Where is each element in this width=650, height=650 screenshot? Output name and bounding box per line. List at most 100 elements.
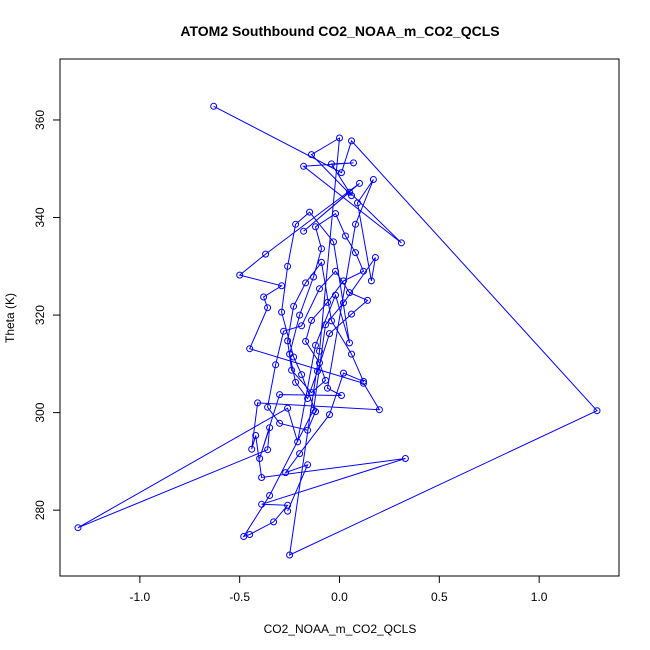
- data-point: [332, 267, 339, 275]
- data-point: [318, 258, 325, 266]
- data-point: [246, 531, 254, 538]
- data-point: [332, 291, 339, 299]
- data-point: [348, 137, 355, 145]
- data-point: [350, 159, 357, 167]
- data-point: [369, 176, 377, 183]
- data-point: [284, 404, 292, 412]
- data-point: [294, 438, 302, 446]
- data-point: [340, 277, 347, 285]
- data-point: [360, 377, 367, 385]
- data-point: [328, 317, 335, 325]
- data-point: [302, 279, 310, 287]
- data-point: [342, 232, 349, 240]
- data-point: [324, 384, 331, 392]
- y-tick-label: 360: [33, 110, 47, 130]
- data-point: [328, 160, 335, 168]
- data-point: [290, 302, 298, 310]
- data-point: [326, 330, 333, 338]
- data-point: [312, 408, 319, 416]
- data-point: [348, 350, 355, 358]
- data-point: [256, 455, 264, 462]
- data-point: [348, 192, 355, 200]
- data-point: [258, 500, 266, 508]
- y-tick-label: 300: [33, 402, 47, 422]
- data-point: [310, 273, 317, 281]
- data-point: [310, 406, 317, 414]
- data-point: [322, 376, 329, 384]
- data-point: [360, 379, 367, 387]
- data-point: [304, 395, 312, 402]
- data-point: [312, 223, 319, 231]
- x-tick-label: 0.0: [331, 590, 348, 604]
- data-point: [264, 304, 272, 312]
- data-point: [278, 282, 286, 290]
- data-point: [308, 389, 315, 397]
- y-tick-label: 280: [33, 500, 47, 520]
- y-axis: 280 300 320 340 360: [33, 110, 61, 520]
- data-point: [272, 361, 280, 369]
- data-point: [348, 310, 355, 318]
- data-point: [264, 403, 272, 411]
- data-point: [304, 426, 312, 434]
- data-point: [270, 518, 278, 526]
- data-point: [316, 347, 323, 355]
- x-tick-label: 0.5: [431, 590, 448, 604]
- data-point: [322, 321, 329, 329]
- data-point: [264, 446, 272, 454]
- y-axis-label: Theta (K): [3, 293, 17, 343]
- x-axis-label: CO2_NOAA_m_CO2_QCLS: [264, 622, 417, 636]
- data-point: [371, 254, 379, 261]
- data-point: [278, 308, 286, 316]
- data-point: [252, 432, 260, 439]
- data-point: [248, 445, 256, 453]
- data-point: [236, 271, 244, 279]
- data-point: [276, 419, 284, 427]
- data-point: [286, 551, 294, 559]
- data-point: [302, 337, 310, 345]
- data-point: [286, 350, 294, 358]
- x-axis: -1.0 -0.5 0.0 0.5 1.0: [130, 575, 548, 604]
- data-point: [280, 327, 288, 335]
- series-layer: [74, 102, 601, 559]
- data-point: [314, 367, 321, 375]
- data-point: [304, 461, 312, 469]
- data-point: [340, 369, 347, 377]
- data-point: [308, 151, 315, 159]
- data-point: [340, 299, 347, 307]
- data-point: [332, 210, 339, 218]
- data-point: [306, 208, 314, 216]
- data-point: [356, 179, 363, 187]
- data-point: [364, 296, 371, 304]
- data-point: [318, 245, 325, 253]
- data-point: [284, 337, 292, 345]
- x-tick-label: -1.0: [130, 590, 151, 604]
- data-point: [346, 188, 353, 196]
- data-point: [260, 293, 268, 301]
- data-point: [282, 469, 290, 477]
- data-point: [316, 359, 323, 367]
- data-point: [346, 339, 353, 347]
- data-point: [338, 169, 345, 177]
- data-point: [284, 507, 292, 515]
- data-point: [336, 134, 343, 142]
- data-point: [296, 311, 304, 319]
- data-point: [266, 424, 274, 432]
- data-point: [308, 316, 315, 324]
- data-point: [254, 399, 262, 407]
- data-point: [375, 406, 383, 414]
- data-point: [593, 407, 601, 415]
- data-point: [292, 220, 300, 228]
- data-point: [397, 239, 405, 247]
- x-tick-label: -0.5: [229, 590, 250, 604]
- data-point: [312, 341, 319, 349]
- data-point: [367, 277, 375, 285]
- data-point: [352, 249, 359, 257]
- data-point: [352, 220, 359, 228]
- data-point: [346, 289, 353, 297]
- data-point: [298, 371, 306, 379]
- data-point: [258, 474, 266, 481]
- data-point: [360, 267, 367, 275]
- y-tick-label: 340: [33, 207, 47, 227]
- data-point: [262, 250, 270, 258]
